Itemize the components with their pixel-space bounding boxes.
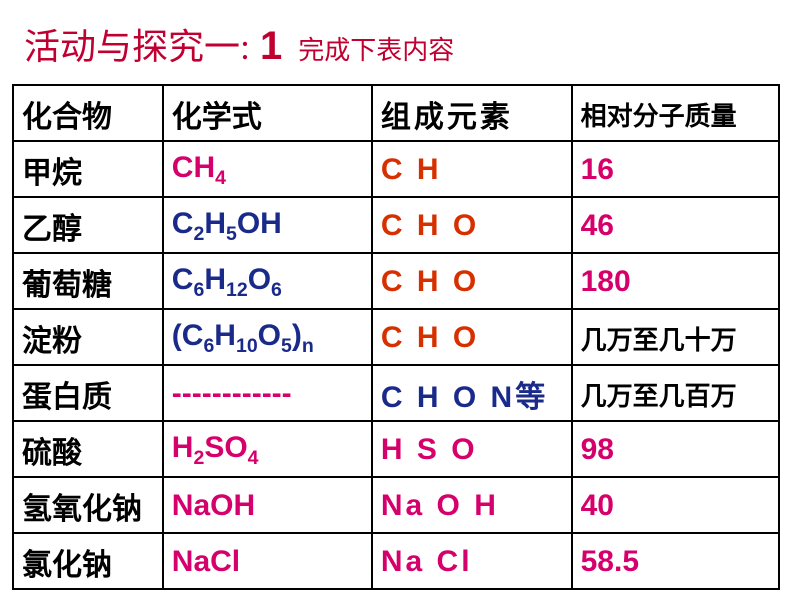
header-mass: 相对分子质量	[572, 85, 779, 141]
cell-mass: 几万至几百万	[572, 365, 779, 421]
cell-formula: (C6H10O5)n	[163, 309, 372, 365]
table-row: 氯化钠NaClNa Cl58.5	[13, 533, 779, 589]
cell-formula: H2SO4	[163, 421, 372, 477]
title-sub: 完成下表内容	[298, 30, 454, 67]
cell-elements: C H O N等	[372, 365, 572, 421]
title-main: 活动与探究一:	[24, 18, 250, 70]
cell-mass: 40	[572, 477, 779, 533]
cell-elements: Na O H	[372, 477, 572, 533]
header-formula: 化学式	[163, 85, 372, 141]
cell-compound: 氢氧化钠	[13, 477, 163, 533]
title-row: 活动与探究一: 1 完成下表内容	[0, 0, 794, 84]
table-row: 葡萄糖C6H12O6C H O180	[13, 253, 779, 309]
cell-elements: C H O	[372, 197, 572, 253]
cell-mass: 98	[572, 421, 779, 477]
table-header-row: 化合物 化学式 组成元素 相对分子质量	[13, 85, 779, 141]
cell-compound: 硫酸	[13, 421, 163, 477]
cell-mass: 58.5	[572, 533, 779, 589]
cell-compound: 淀粉	[13, 309, 163, 365]
table-row: 淀粉(C6H10O5)nC H O几万至几十万	[13, 309, 779, 365]
cell-elements: H S O	[372, 421, 572, 477]
table-row: 硫酸H2SO4H S O98	[13, 421, 779, 477]
table-row: 乙醇C2H5OHC H O46	[13, 197, 779, 253]
title-number: 1	[260, 24, 282, 69]
cell-compound: 氯化钠	[13, 533, 163, 589]
cell-compound: 乙醇	[13, 197, 163, 253]
header-compound: 化合物	[13, 85, 163, 141]
compound-table: 化合物 化学式 组成元素 相对分子质量 甲烷CH4C H16乙醇C2H5OHC …	[12, 84, 780, 590]
cell-compound: 蛋白质	[13, 365, 163, 421]
table-row: 甲烷CH4C H16	[13, 141, 779, 197]
cell-mass: 46	[572, 197, 779, 253]
cell-elements: C H	[372, 141, 572, 197]
cell-compound: 葡萄糖	[13, 253, 163, 309]
table-row: 氢氧化钠NaOHNa O H40	[13, 477, 779, 533]
cell-elements: C H O	[372, 309, 572, 365]
cell-formula: CH4	[163, 141, 372, 197]
cell-formula: NaCl	[163, 533, 372, 589]
cell-compound: 甲烷	[13, 141, 163, 197]
cell-elements: C H O	[372, 253, 572, 309]
cell-mass: 16	[572, 141, 779, 197]
cell-formula: C2H5OH	[163, 197, 372, 253]
cell-formula: ------------	[163, 365, 372, 421]
cell-elements: Na Cl	[372, 533, 572, 589]
header-elements: 组成元素	[372, 85, 572, 141]
cell-formula: NaOH	[163, 477, 372, 533]
cell-mass: 180	[572, 253, 779, 309]
cell-mass: 几万至几十万	[572, 309, 779, 365]
table-row: 蛋白质------------C H O N等几万至几百万	[13, 365, 779, 421]
cell-formula: C6H12O6	[163, 253, 372, 309]
